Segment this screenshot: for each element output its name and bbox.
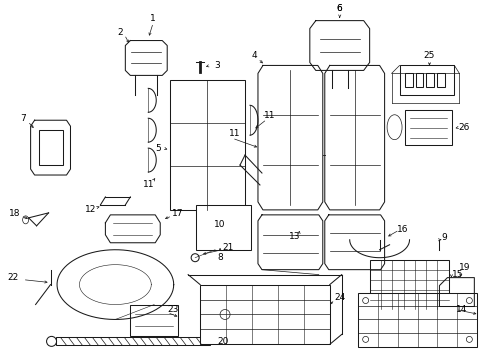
Bar [56, 337, 210, 345]
Text: 20: 20 [217, 337, 228, 346]
Text: 7: 7 [20, 114, 25, 123]
Ellipse shape [46, 336, 57, 346]
Bar [404, 73, 412, 87]
Text: 14: 14 [455, 305, 466, 314]
Text: 1: 1 [150, 14, 156, 23]
Ellipse shape [22, 216, 29, 224]
Text: 4: 4 [251, 51, 256, 60]
Bar [404, 110, 451, 145]
Ellipse shape [466, 298, 471, 303]
Text: 22: 22 [7, 273, 18, 282]
Bar [399, 66, 453, 95]
Bar [369, 260, 448, 310]
Bar [170, 80, 244, 210]
Bar [415, 73, 423, 87]
Text: 2: 2 [117, 28, 123, 37]
Text: 6: 6 [336, 4, 342, 13]
Bar [39, 130, 62, 165]
Bar [426, 73, 433, 87]
Text: 12: 12 [84, 206, 96, 215]
Ellipse shape [362, 336, 368, 342]
Ellipse shape [220, 310, 229, 319]
Text: 24: 24 [333, 293, 345, 302]
Text: 19: 19 [458, 263, 469, 272]
Text: 17: 17 [172, 210, 183, 219]
Bar [130, 305, 178, 336]
Text: 3: 3 [214, 61, 220, 70]
Bar [357, 293, 476, 347]
Text: 25: 25 [423, 51, 434, 60]
Ellipse shape [466, 336, 471, 342]
Text: 21: 21 [222, 243, 233, 252]
Text: 8: 8 [217, 253, 223, 262]
Ellipse shape [386, 115, 401, 140]
Text: 13: 13 [288, 232, 300, 241]
Text: 11: 11 [229, 129, 240, 138]
Text: 11: 11 [142, 180, 154, 189]
Ellipse shape [191, 254, 199, 262]
Text: 9: 9 [441, 233, 447, 242]
Text: 16: 16 [396, 225, 407, 234]
Bar [196, 205, 250, 250]
Text: 26: 26 [458, 123, 469, 132]
Bar [437, 73, 445, 87]
Text: 23: 23 [167, 305, 179, 314]
Text: 11: 11 [264, 111, 275, 120]
Text: 6: 6 [336, 4, 342, 13]
Text: 15: 15 [451, 270, 462, 279]
Text: 5: 5 [155, 144, 161, 153]
Bar [200, 285, 329, 345]
Text: 10: 10 [214, 220, 225, 229]
Text: 18: 18 [9, 210, 20, 219]
Ellipse shape [362, 298, 368, 303]
